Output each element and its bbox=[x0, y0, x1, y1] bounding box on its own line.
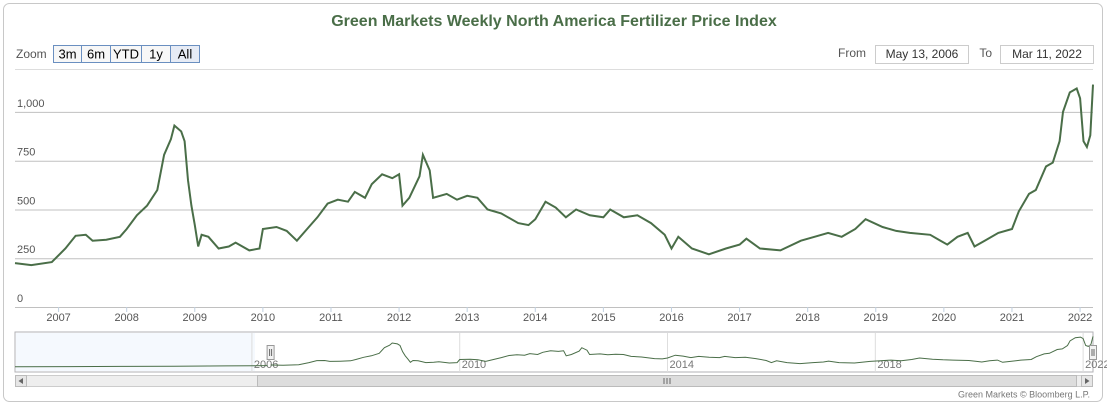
credit: Green Markets © Bloomberg L.P. bbox=[958, 389, 1090, 399]
x-tick-label: 2011 bbox=[319, 312, 343, 324]
x-tick-label: 2019 bbox=[864, 312, 888, 324]
navigator-tick-label: 2014 bbox=[670, 359, 694, 371]
from-date[interactable]: May 13, 2006 bbox=[886, 47, 959, 61]
x-tick-label: 2021 bbox=[1000, 312, 1024, 324]
price-line bbox=[14, 84, 1094, 267]
navigator-tick-label: 2022 bbox=[1085, 359, 1107, 371]
x-tick-label: 2022 bbox=[1068, 312, 1092, 324]
x-tick-label: 2007 bbox=[46, 312, 70, 324]
navigator-line bbox=[270, 336, 1094, 366]
navigator-tick-label: 2006 bbox=[254, 359, 278, 371]
zoom-button-label[interactable]: YTD bbox=[113, 46, 139, 61]
arrow-right bbox=[1085, 378, 1090, 384]
x-tick-label: 2014 bbox=[523, 312, 547, 324]
zoom-button-label[interactable]: 3m bbox=[58, 46, 76, 61]
to-date[interactable]: Mar 11, 2022 bbox=[1012, 47, 1082, 61]
y-tick-label: 1,000 bbox=[17, 98, 45, 110]
navigator-handle[interactable] bbox=[266, 345, 275, 360]
zoom-button-label[interactable]: All bbox=[178, 46, 193, 61]
zoom-button-label[interactable]: 1y bbox=[149, 46, 163, 61]
arrow-left bbox=[18, 378, 23, 384]
x-tick-label: 2020 bbox=[932, 312, 956, 324]
x-tick-label: 2016 bbox=[659, 312, 683, 324]
y-tick-label: 0 bbox=[17, 293, 23, 305]
grip bbox=[663, 378, 671, 384]
navigator-tick-label: 2018 bbox=[877, 359, 901, 371]
y-tick-label: 750 bbox=[17, 147, 35, 159]
to-label: To bbox=[979, 46, 992, 60]
x-tick-label: 2015 bbox=[591, 312, 615, 324]
zoom-button[interactable] bbox=[170, 45, 200, 63]
x-tick-label: 2013 bbox=[455, 312, 479, 324]
handle-grip bbox=[1091, 349, 1095, 356]
from-label: From bbox=[838, 46, 866, 60]
x-tick-label: 2010 bbox=[251, 312, 275, 324]
chart-title: Green Markets Weekly North America Ferti… bbox=[331, 13, 777, 30]
y-tick-label: 500 bbox=[17, 195, 35, 207]
x-tick-label: 2009 bbox=[183, 312, 207, 324]
navigator-mask bbox=[16, 333, 255, 371]
handle-grip bbox=[269, 349, 273, 356]
navigator-handle[interactable] bbox=[1089, 345, 1097, 360]
x-tick-label: 2012 bbox=[387, 312, 411, 324]
x-tick-label: 2018 bbox=[795, 312, 819, 324]
zoom-label: Zoom bbox=[16, 47, 47, 61]
x-tick-label: 2017 bbox=[727, 312, 751, 324]
navigator-tick-label: 2010 bbox=[462, 359, 486, 371]
navigator-history bbox=[14, 365, 268, 368]
frame bbox=[3, 3, 1103, 402]
zoom-button-label[interactable]: 6m bbox=[87, 46, 105, 61]
from-input[interactable] bbox=[875, 45, 969, 64]
y-tick-label: 250 bbox=[17, 244, 35, 256]
to-input[interactable] bbox=[1000, 45, 1094, 64]
x-tick-label: 2008 bbox=[114, 312, 138, 324]
